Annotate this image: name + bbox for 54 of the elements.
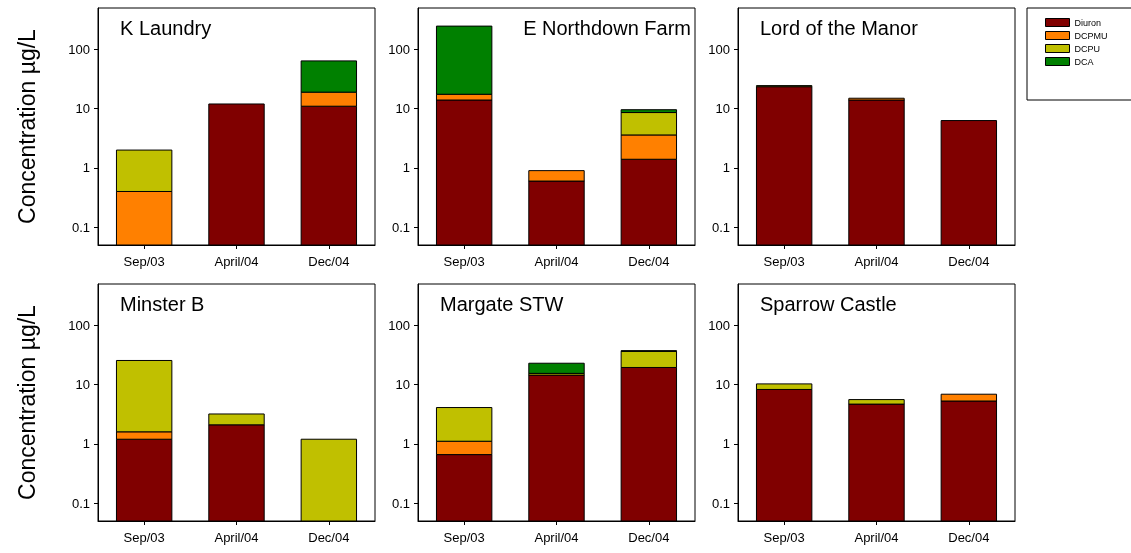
legend-label: DCPU [1074,43,1101,54]
y-tick-label: 100 [708,41,730,57]
text: E Northdown Farm [523,17,691,39]
y-tick-label: 10 [715,101,730,117]
text: Sparrow Castle [760,293,897,315]
y-tick-label: 10 [75,377,90,393]
y-tick-label: 0.1 [711,495,730,511]
text: Lord of the Manor [760,17,919,39]
y-axis-title: Concentration µg/L [13,28,40,224]
legend-label: Diuron [1074,17,1102,28]
x-tick-label: April/04 [854,530,899,545]
y-tick-label: 1 [722,436,730,452]
x-tick-label: Dec/04 [628,530,670,545]
y-tick-label: 0.1 [391,495,410,511]
x-tick-label: April/04 [534,254,579,269]
x-tick-label: April/04 [214,530,259,545]
y-tick-label: 1 [402,160,410,176]
x-tick-label: Dec/04 [308,254,350,269]
x-tick-label: Sep/03 [763,254,805,269]
y-tick-label: 10 [395,377,410,393]
x-tick-label: Sep/03 [443,530,485,545]
y-tick-label: 100 [68,317,90,333]
y-tick-label: 100 [68,41,90,57]
legend-label: DCA [1074,56,1094,67]
x-tick-label: April/04 [214,254,259,269]
y-tick-label: 0.1 [71,219,90,235]
y-tick-label: 1 [722,160,730,176]
legend-label: DCPMU [1074,30,1108,41]
x-tick-label: Sep/03 [123,254,165,269]
y-tick-label: 0.1 [391,219,410,235]
text: Margate STW [440,293,564,315]
y-tick-label: 100 [708,317,730,333]
y-tick-label: 0.1 [711,219,730,235]
x-tick-label: April/04 [854,254,899,269]
x-tick-label: Sep/03 [123,530,165,545]
x-tick-label: Sep/03 [763,530,805,545]
x-tick-label: April/04 [534,530,579,545]
y-tick-label: 1 [82,160,90,176]
y-tick-label: 0.1 [71,495,90,511]
text: Minster B [120,293,205,315]
y-tick-label: 10 [395,101,410,117]
y-tick-label: 1 [82,436,90,452]
x-tick-label: Sep/03 [443,254,485,269]
y-axis-title: Concentration µg/L [13,304,40,500]
x-tick-label: Dec/04 [948,254,990,269]
y-tick-label: 10 [715,377,730,393]
y-tick-label: 1 [402,436,410,452]
x-tick-label: Dec/04 [948,530,990,545]
y-tick-label: 10 [75,101,90,117]
x-tick-label: Dec/04 [628,254,670,269]
y-tick-label: 100 [388,317,410,333]
y-tick-label: 100 [388,41,410,57]
x-tick-label: Dec/04 [308,530,350,545]
text: K Laundry [120,17,212,39]
